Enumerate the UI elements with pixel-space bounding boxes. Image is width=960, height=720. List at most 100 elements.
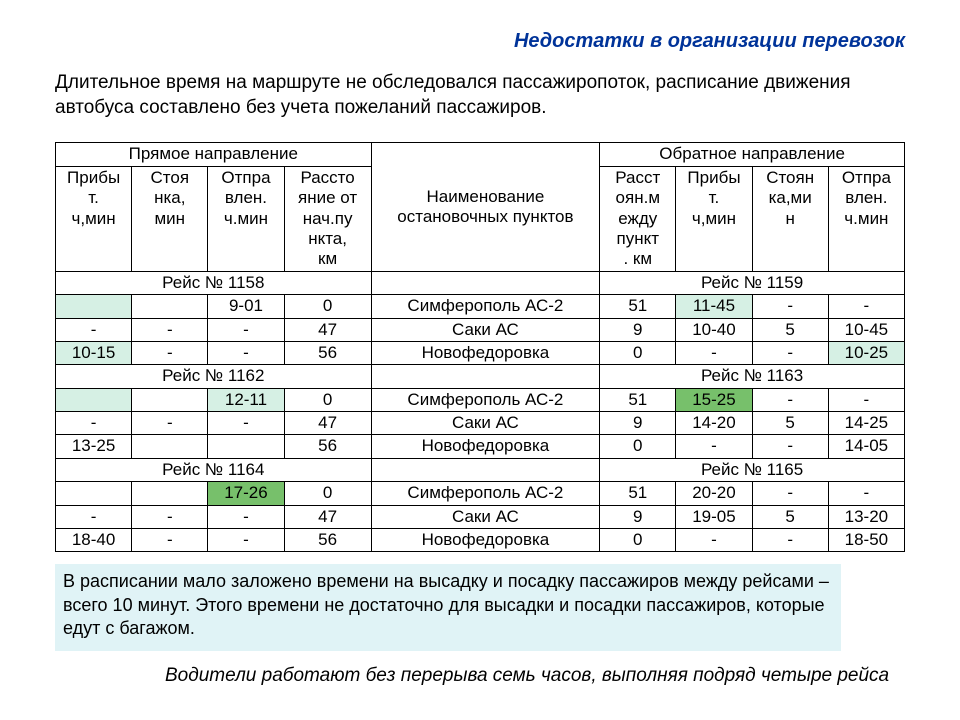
stop-name-cell: Новофедоровка — [371, 341, 600, 364]
back-trip-label: Рейс № 1159 — [600, 271, 905, 294]
data-cell: 15-25 — [676, 388, 752, 411]
data-cell: 9 — [600, 412, 676, 435]
data-cell: 12-11 — [208, 388, 284, 411]
stop-name-cell: Саки АС — [371, 412, 600, 435]
data-cell: 11-45 — [676, 295, 752, 318]
fwd-dist-header: Расстояние отнач.пункта,км — [284, 166, 371, 271]
table-row: ---47Саки АС910-40510-45 — [56, 318, 905, 341]
back-dist-header: Расстоян.междупункт. км — [600, 166, 676, 271]
data-cell — [132, 295, 208, 318]
data-cell: 56 — [284, 341, 371, 364]
data-cell: 0 — [284, 482, 371, 505]
data-cell: 0 — [600, 435, 676, 458]
stop-name-cell: Симферополь АС-2 — [371, 482, 600, 505]
data-cell: 0 — [284, 388, 371, 411]
data-cell: - — [752, 341, 828, 364]
data-cell — [208, 435, 284, 458]
data-cell: 5 — [752, 412, 828, 435]
fwd-trip-label: Рейс № 1162 — [56, 365, 372, 388]
data-cell: 9-01 — [208, 295, 284, 318]
data-cell: 56 — [284, 435, 371, 458]
data-cell: 0 — [284, 295, 371, 318]
table-row: ---47Саки АС914-20514-25 — [56, 412, 905, 435]
data-cell — [56, 388, 132, 411]
empty-cell — [371, 365, 600, 388]
header-row-1: Прямое направление Наименование останово… — [56, 143, 905, 166]
data-cell: - — [132, 341, 208, 364]
data-cell: 51 — [600, 295, 676, 318]
stop-name-cell: Саки АС — [371, 318, 600, 341]
table-row: 10-15--56Новофедоровка0--10-25 — [56, 341, 905, 364]
data-cell: 51 — [600, 482, 676, 505]
data-cell — [56, 482, 132, 505]
data-cell: - — [208, 529, 284, 552]
data-cell: - — [56, 318, 132, 341]
back-arrive-header: Прибыт.ч,мин — [676, 166, 752, 271]
data-cell: 0 — [600, 529, 676, 552]
data-cell: - — [132, 505, 208, 528]
data-cell: 20-20 — [676, 482, 752, 505]
trip-label-row: Рейс № 1158Рейс № 1159 — [56, 271, 905, 294]
table-row: 12-110Симферополь АС-25115-25-- — [56, 388, 905, 411]
data-cell: 47 — [284, 318, 371, 341]
data-cell: 0 — [600, 341, 676, 364]
table-row: 13-2556Новофедоровка0--14-05 — [56, 435, 905, 458]
data-cell: - — [828, 295, 904, 318]
data-cell: - — [752, 529, 828, 552]
stops-group-header: Наименование остановочных пунктов — [371, 143, 600, 271]
data-cell: 14-05 — [828, 435, 904, 458]
data-cell: 14-25 — [828, 412, 904, 435]
data-cell: 10-40 — [676, 318, 752, 341]
back-group-header: Обратное направление — [600, 143, 905, 166]
data-cell: - — [676, 341, 752, 364]
data-cell: - — [132, 412, 208, 435]
data-cell — [56, 295, 132, 318]
fwd-group-header: Прямое направление — [56, 143, 372, 166]
trip-label-row: Рейс № 1164Рейс № 1165 — [56, 458, 905, 481]
footer-note: Водители работают без перерыва семь часо… — [55, 665, 905, 687]
data-cell: 51 — [600, 388, 676, 411]
data-cell — [132, 435, 208, 458]
table-row: ---47Саки АС919-05513-20 — [56, 505, 905, 528]
data-cell: 13-20 — [828, 505, 904, 528]
data-cell: - — [752, 435, 828, 458]
stop-name-cell: Симферополь АС-2 — [371, 295, 600, 318]
note-box: В расписании мало заложено времени на вы… — [55, 564, 841, 650]
data-cell: 13-25 — [56, 435, 132, 458]
stop-name-cell: Саки АС — [371, 505, 600, 528]
back-depart-header: Отправлен.ч.мин — [828, 166, 904, 271]
data-cell: 47 — [284, 412, 371, 435]
data-cell: 9 — [600, 318, 676, 341]
page: Недостатки в организации перевозок Длите… — [0, 0, 960, 720]
data-cell: - — [56, 505, 132, 528]
table-row: 17-260Симферополь АС-25120-20-- — [56, 482, 905, 505]
data-cell: 19-05 — [676, 505, 752, 528]
data-cell: - — [676, 529, 752, 552]
data-cell: 56 — [284, 529, 371, 552]
back-trip-label: Рейс № 1165 — [600, 458, 905, 481]
data-cell: 10-45 — [828, 318, 904, 341]
data-cell: 17-26 — [208, 482, 284, 505]
data-cell: - — [752, 295, 828, 318]
fwd-stop-header: Стоянка,мин — [132, 166, 208, 271]
empty-cell — [371, 271, 600, 294]
data-cell: - — [828, 482, 904, 505]
fwd-arrive-header: Прибыт.ч,мин — [56, 166, 132, 271]
data-cell: 9 — [600, 505, 676, 528]
data-cell: - — [752, 482, 828, 505]
stop-name-cell: Новофедоровка — [371, 529, 600, 552]
lead-paragraph: Длительное время на маршруте не обследов… — [55, 71, 905, 120]
data-cell: - — [56, 412, 132, 435]
stop-name-cell: Новофедоровка — [371, 435, 600, 458]
data-cell: 18-40 — [56, 529, 132, 552]
data-cell: - — [208, 341, 284, 364]
data-cell: 10-25 — [828, 341, 904, 364]
data-cell: - — [132, 318, 208, 341]
data-cell: - — [828, 388, 904, 411]
fwd-depart-header: Отправлен.ч.мин — [208, 166, 284, 271]
data-cell: - — [752, 388, 828, 411]
data-cell: - — [676, 435, 752, 458]
data-cell: - — [208, 412, 284, 435]
data-cell: - — [208, 505, 284, 528]
data-cell — [132, 482, 208, 505]
